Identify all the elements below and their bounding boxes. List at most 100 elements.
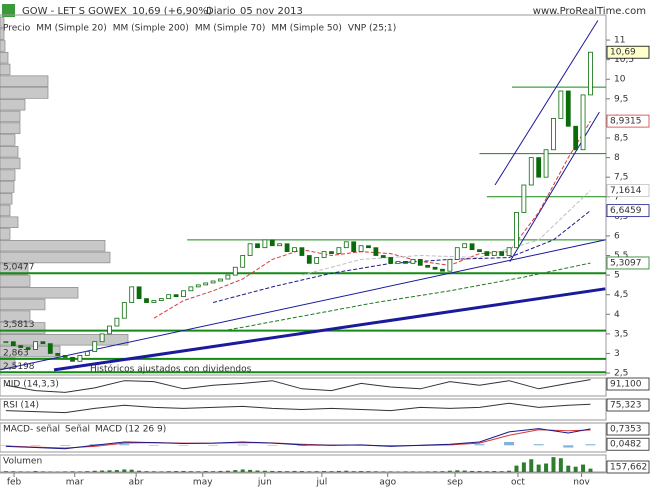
- indicator-bar: [307, 471, 312, 472]
- indicator-bar: [122, 469, 127, 472]
- indicator-bar: [11, 471, 16, 472]
- trend-line: [0, 239, 606, 371]
- candle: [454, 247, 460, 260]
- indicator-bar: [292, 470, 297, 472]
- candle: [558, 90, 564, 119]
- indicator-bar: [381, 471, 386, 472]
- indicator-bar: [277, 471, 282, 472]
- indicator-bar: [107, 470, 112, 472]
- indicator-bar: [211, 471, 216, 472]
- candle: [469, 243, 475, 251]
- candle: [521, 184, 527, 213]
- quote: 10,69 (+6,90%): [132, 6, 212, 17]
- indicator-bar: [26, 471, 31, 472]
- volume-profile-bar: [0, 16, 5, 29]
- candle: [343, 241, 349, 249]
- value-tag: 157,662: [610, 463, 647, 473]
- y-tick-label: 8: [614, 153, 620, 163]
- indicator-bar: [329, 471, 334, 472]
- moving-average: [301, 190, 591, 276]
- volume-profile-bar: [0, 310, 31, 322]
- indicator-bar: [558, 458, 563, 472]
- candle: [3, 341, 9, 344]
- indicator-line: [5, 428, 591, 450]
- value-tag-box: [606, 437, 650, 451]
- indicator-bar: [373, 471, 378, 472]
- indicator-bar: [174, 471, 179, 472]
- value-tag-box: [606, 45, 650, 59]
- date: 05 nov 2013: [240, 6, 303, 17]
- candle: [203, 282, 209, 286]
- candle: [107, 325, 112, 335]
- candle: [255, 243, 260, 249]
- panel-frame: [0, 398, 607, 421]
- indicator-bar: [89, 444, 100, 446]
- volume-profile-bar: [0, 275, 31, 287]
- candle: [477, 249, 482, 253]
- indicator-bar: [322, 471, 327, 472]
- indicator-bar: [148, 445, 159, 446]
- volume-profile-bar: [0, 51, 9, 64]
- indicator-bar: [359, 471, 364, 472]
- x-tick-label: abr: [129, 478, 144, 488]
- candle: [314, 257, 320, 264]
- logo-icon: [2, 4, 15, 17]
- volume-profile-bar: [0, 287, 79, 299]
- indicator-bar: [85, 471, 90, 472]
- indicator-bar: [151, 471, 156, 472]
- indicator-bar: [159, 471, 164, 472]
- x-tick-label: mar: [66, 478, 84, 488]
- y-tick-label: 6: [614, 231, 620, 241]
- volume-profile-bar: [0, 157, 21, 170]
- indicator-bar: [507, 470, 512, 472]
- y-tick-label: 3,5: [614, 329, 628, 339]
- candle: [129, 286, 135, 303]
- indicator-bar: [237, 444, 248, 446]
- candle: [573, 125, 579, 151]
- x-tick-label: sep: [447, 478, 463, 488]
- candle: [380, 255, 386, 258]
- candle: [181, 290, 186, 298]
- y-tick-label: 3: [614, 349, 620, 359]
- indicator-bar: [166, 471, 171, 472]
- moving-average: [153, 120, 591, 319]
- value-tag: 5,3097: [610, 258, 642, 268]
- indicator-bar: [366, 471, 371, 472]
- candle: [84, 351, 90, 356]
- indicator-bar: [270, 470, 275, 472]
- indicator-bar: [521, 462, 526, 472]
- legend-entry: MM (Simple 20): [36, 24, 106, 34]
- legend-entry: RSI (14): [3, 401, 39, 411]
- volume-profile-bar: [0, 240, 106, 252]
- candle: [388, 257, 394, 264]
- candle: [299, 247, 305, 256]
- candle: [395, 260, 401, 264]
- candle: [403, 260, 408, 264]
- candle: [25, 347, 31, 350]
- value-tag: 6,6459: [610, 206, 642, 216]
- volume-profile-bar: [0, 110, 21, 123]
- y-tick-label: 7,5: [614, 173, 628, 183]
- indicator-bar: [225, 470, 230, 472]
- indicator-bar: [55, 471, 60, 473]
- indicator-bar: [344, 470, 349, 472]
- value-tag-box: [606, 114, 650, 128]
- value-tag: 75,323: [610, 401, 642, 411]
- x-tick-label: jul: [316, 478, 328, 488]
- indicator-bar: [70, 471, 75, 472]
- candle: [121, 302, 127, 319]
- indicator-bar: [240, 469, 245, 472]
- indicator-bar: [119, 444, 130, 446]
- volume-profile-bar: [0, 228, 11, 240]
- indicator-bar: [114, 470, 119, 472]
- indicator-bar: [573, 466, 578, 472]
- volume-profile-bar: [0, 169, 16, 181]
- candle: [417, 259, 423, 266]
- volume-profile-bar: [0, 28, 5, 40]
- indicator-bar: [77, 471, 82, 472]
- indicator-bar: [470, 470, 475, 472]
- candle: [565, 90, 571, 127]
- value-tag: 7,1614: [610, 186, 642, 196]
- value-tag-box: [606, 398, 650, 412]
- indicator-bar: [533, 444, 544, 446]
